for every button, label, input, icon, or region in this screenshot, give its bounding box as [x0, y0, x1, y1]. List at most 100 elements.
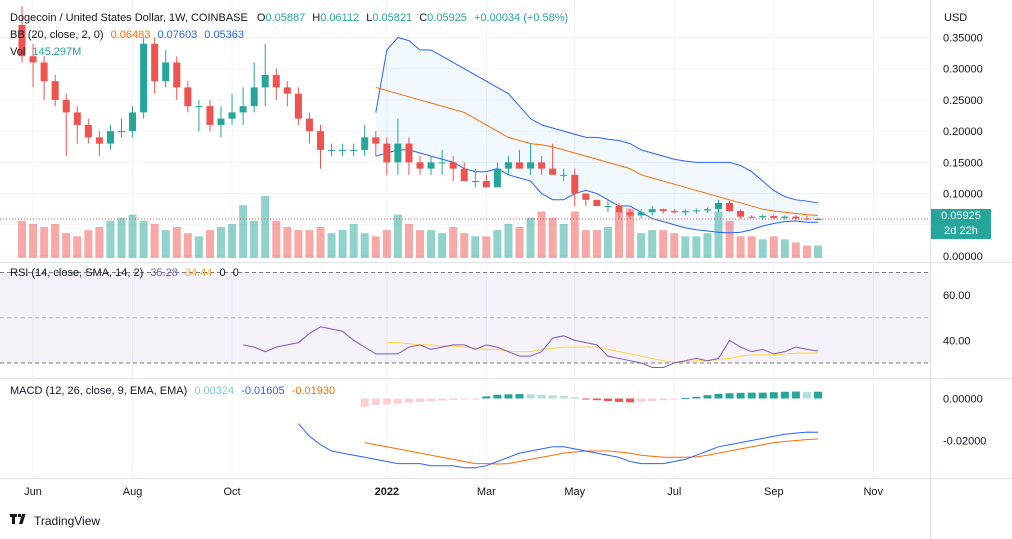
macd-histogram-bar — [482, 396, 491, 399]
macd-histogram-bar — [559, 395, 568, 399]
macd-histogram-bar — [404, 398, 413, 403]
volume-bar — [172, 227, 181, 258]
time-tick-label: Nov — [863, 486, 883, 498]
volume-bar — [18, 220, 26, 258]
volume-bar — [615, 211, 623, 258]
candle-body — [361, 137, 369, 150]
bb-basis-line — [375, 86, 819, 216]
candle-body — [493, 168, 501, 188]
candle-body — [471, 181, 479, 183]
tradingview-logo-text: TradingView — [34, 513, 101, 528]
volume-bar — [703, 233, 712, 258]
time-tick-label: Oct — [223, 486, 240, 498]
symbol-title: Dogecoin / United States Dollar, 1W, COI… — [10, 12, 248, 24]
volume-bar — [526, 217, 535, 258]
candle-body — [604, 206, 612, 208]
candle-body — [626, 212, 634, 216]
candle-body — [95, 137, 103, 144]
volume-bar — [537, 211, 546, 258]
legend-row-rsi[interactable]: RSI (14, close, SMA, 14, 2) 35.28 34.44 … — [10, 266, 239, 280]
volume-bar — [802, 245, 811, 258]
volume-bar — [659, 230, 668, 258]
candle-body — [106, 131, 114, 144]
macd-histogram-bar — [802, 391, 811, 399]
volume-bar — [95, 227, 104, 258]
volume-bar — [427, 230, 436, 258]
volume-bar — [294, 230, 303, 258]
volume-bar — [404, 223, 413, 258]
volume-bar — [228, 223, 237, 258]
volume-bar — [714, 211, 723, 258]
volume-bar — [272, 220, 281, 258]
candle-body — [770, 216, 778, 218]
macd-histogram-bar — [427, 398, 436, 402]
candle-body — [571, 174, 579, 194]
volume-bar — [73, 236, 82, 258]
volume-bar — [84, 230, 93, 258]
candle-body — [703, 209, 711, 211]
candle-body — [482, 181, 490, 188]
time-tick-label: Jun — [24, 486, 42, 498]
volume-bar — [493, 230, 502, 258]
candle-body — [383, 143, 391, 163]
candle-body — [416, 162, 424, 169]
candle-body — [582, 193, 590, 200]
legend-row-bb[interactable]: BB (20, close, 2, 0) 0.06483 0.07603 0.0… — [10, 28, 244, 42]
volume-bar — [205, 230, 214, 258]
candle-body — [527, 162, 535, 169]
tradingview-logo[interactable]: TradingView — [10, 513, 100, 528]
macd-histogram-bar — [780, 391, 789, 399]
macd-histogram-bar — [637, 398, 646, 402]
macd-histogram-bar — [814, 391, 822, 399]
volume-bar — [161, 230, 170, 258]
macd-histogram-bar — [515, 394, 524, 399]
volume-bar — [548, 217, 557, 258]
candle-body — [637, 212, 645, 216]
price-tick-label: 0.00000 — [943, 251, 983, 263]
volume-bar — [681, 236, 690, 258]
bar-countdown: 2d 22h — [931, 224, 991, 239]
macd-histogram-bar — [438, 398, 447, 401]
price-tick-label: 0.10000 — [943, 189, 983, 201]
high-value: 0.06112 — [320, 12, 360, 24]
close-label: C — [419, 12, 428, 24]
macd-histogram-bar — [758, 392, 767, 399]
macd-histogram-bar — [570, 397, 579, 399]
macd-line — [298, 423, 819, 469]
macd-histogram-bar — [548, 395, 557, 399]
volume-bar — [670, 233, 679, 258]
bb-label: BB (20, close, 2, 0) — [10, 29, 104, 41]
macd-label: MACD (12, 26, close, 9, EMA, EMA) — [10, 385, 188, 397]
rsi-label: RSI (14, close, SMA, 14, 2) — [10, 267, 144, 279]
volume-bar — [305, 230, 314, 258]
candle-body — [62, 99, 70, 113]
volume-bar — [62, 233, 71, 258]
bb-lower-value: 0.05363 — [204, 29, 245, 41]
volume-bar — [150, 223, 159, 258]
volume-bar — [460, 233, 469, 258]
candle-body — [449, 162, 457, 169]
candle-body — [792, 216, 800, 219]
macd-tick-label: 0.00000 — [943, 394, 983, 406]
legend-row-macd[interactable]: MACD (12, 26, close, 9, EMA, EMA) 0.0032… — [10, 384, 335, 398]
volume-bar — [769, 236, 778, 258]
candle-body — [405, 143, 413, 163]
candle-body — [283, 87, 291, 94]
volume-bar — [791, 242, 800, 258]
macd-histogram-bar — [681, 398, 690, 400]
candle-body — [272, 74, 280, 88]
candle-body — [317, 131, 324, 150]
bb-lower-line — [375, 149, 818, 234]
candle-body — [538, 162, 546, 169]
candle-body — [217, 118, 225, 125]
volume-bar — [349, 223, 358, 258]
time-tick-label: 2022 — [375, 486, 399, 498]
macd-histogram-bar — [449, 398, 458, 400]
rsi-tick-label: 40.00 — [943, 335, 971, 347]
macd-histogram-bar — [416, 398, 424, 402]
macd-histogram-bar — [670, 398, 679, 400]
vol-label: Vol — [10, 46, 26, 58]
volume-bar — [239, 205, 248, 258]
legend-row-volume[interactable]: Vol 145.297M — [10, 45, 81, 59]
